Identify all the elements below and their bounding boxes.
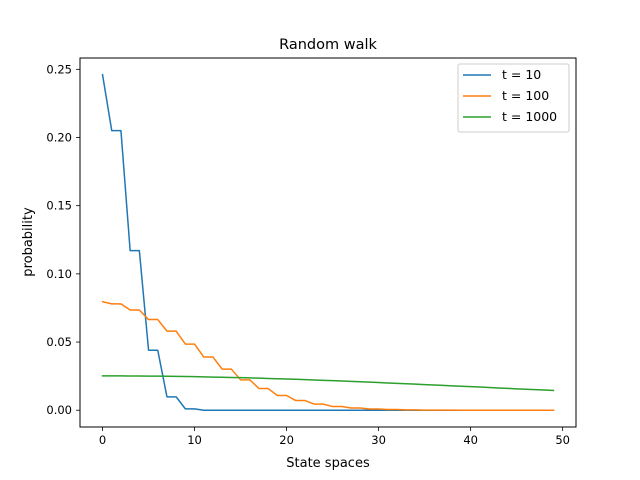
x-axis-ticks: 0 10 20 30 40 50	[99, 427, 570, 447]
x-tick-label: 10	[187, 433, 202, 447]
y-tick-label: 0.05	[46, 335, 72, 349]
y-tick-label: 0.15	[46, 199, 72, 213]
series-line-2	[101, 300, 555, 411]
x-tick-label: 30	[371, 433, 386, 447]
y-tick-label: 0.10	[46, 267, 72, 281]
y-tick-label: 0.00	[46, 403, 72, 417]
plot-area	[79, 57, 577, 428]
legend-label-1: t = 10	[502, 67, 541, 82]
legend-label-3: t = 1000	[502, 109, 557, 124]
x-tick-label: 40	[463, 433, 478, 447]
x-tick-label: 50	[555, 433, 570, 447]
series-lines	[101, 73, 555, 411]
legend: t = 10 t = 100 t = 1000	[457, 63, 570, 133]
series-line-3	[101, 375, 555, 392]
y-axis-ticks: 0.00 0.05 0.10 0.15 0.20 0.25	[46, 62, 80, 417]
y-tick-label: 0.20	[46, 131, 72, 145]
y-tick-label: 0.25	[46, 62, 72, 76]
legend-box	[457, 63, 570, 133]
x-tick-label: 20	[279, 433, 294, 447]
legend-entries: t = 10 t = 100 t = 1000	[463, 67, 557, 124]
x-tick-label: 0	[99, 433, 106, 447]
chart-title: Random walk	[279, 37, 377, 53]
axes-frame	[79, 57, 577, 428]
x-axis-label: State spaces	[286, 456, 370, 471]
y-axis-label: probability	[21, 207, 36, 277]
legend-label-2: t = 100	[502, 88, 549, 103]
